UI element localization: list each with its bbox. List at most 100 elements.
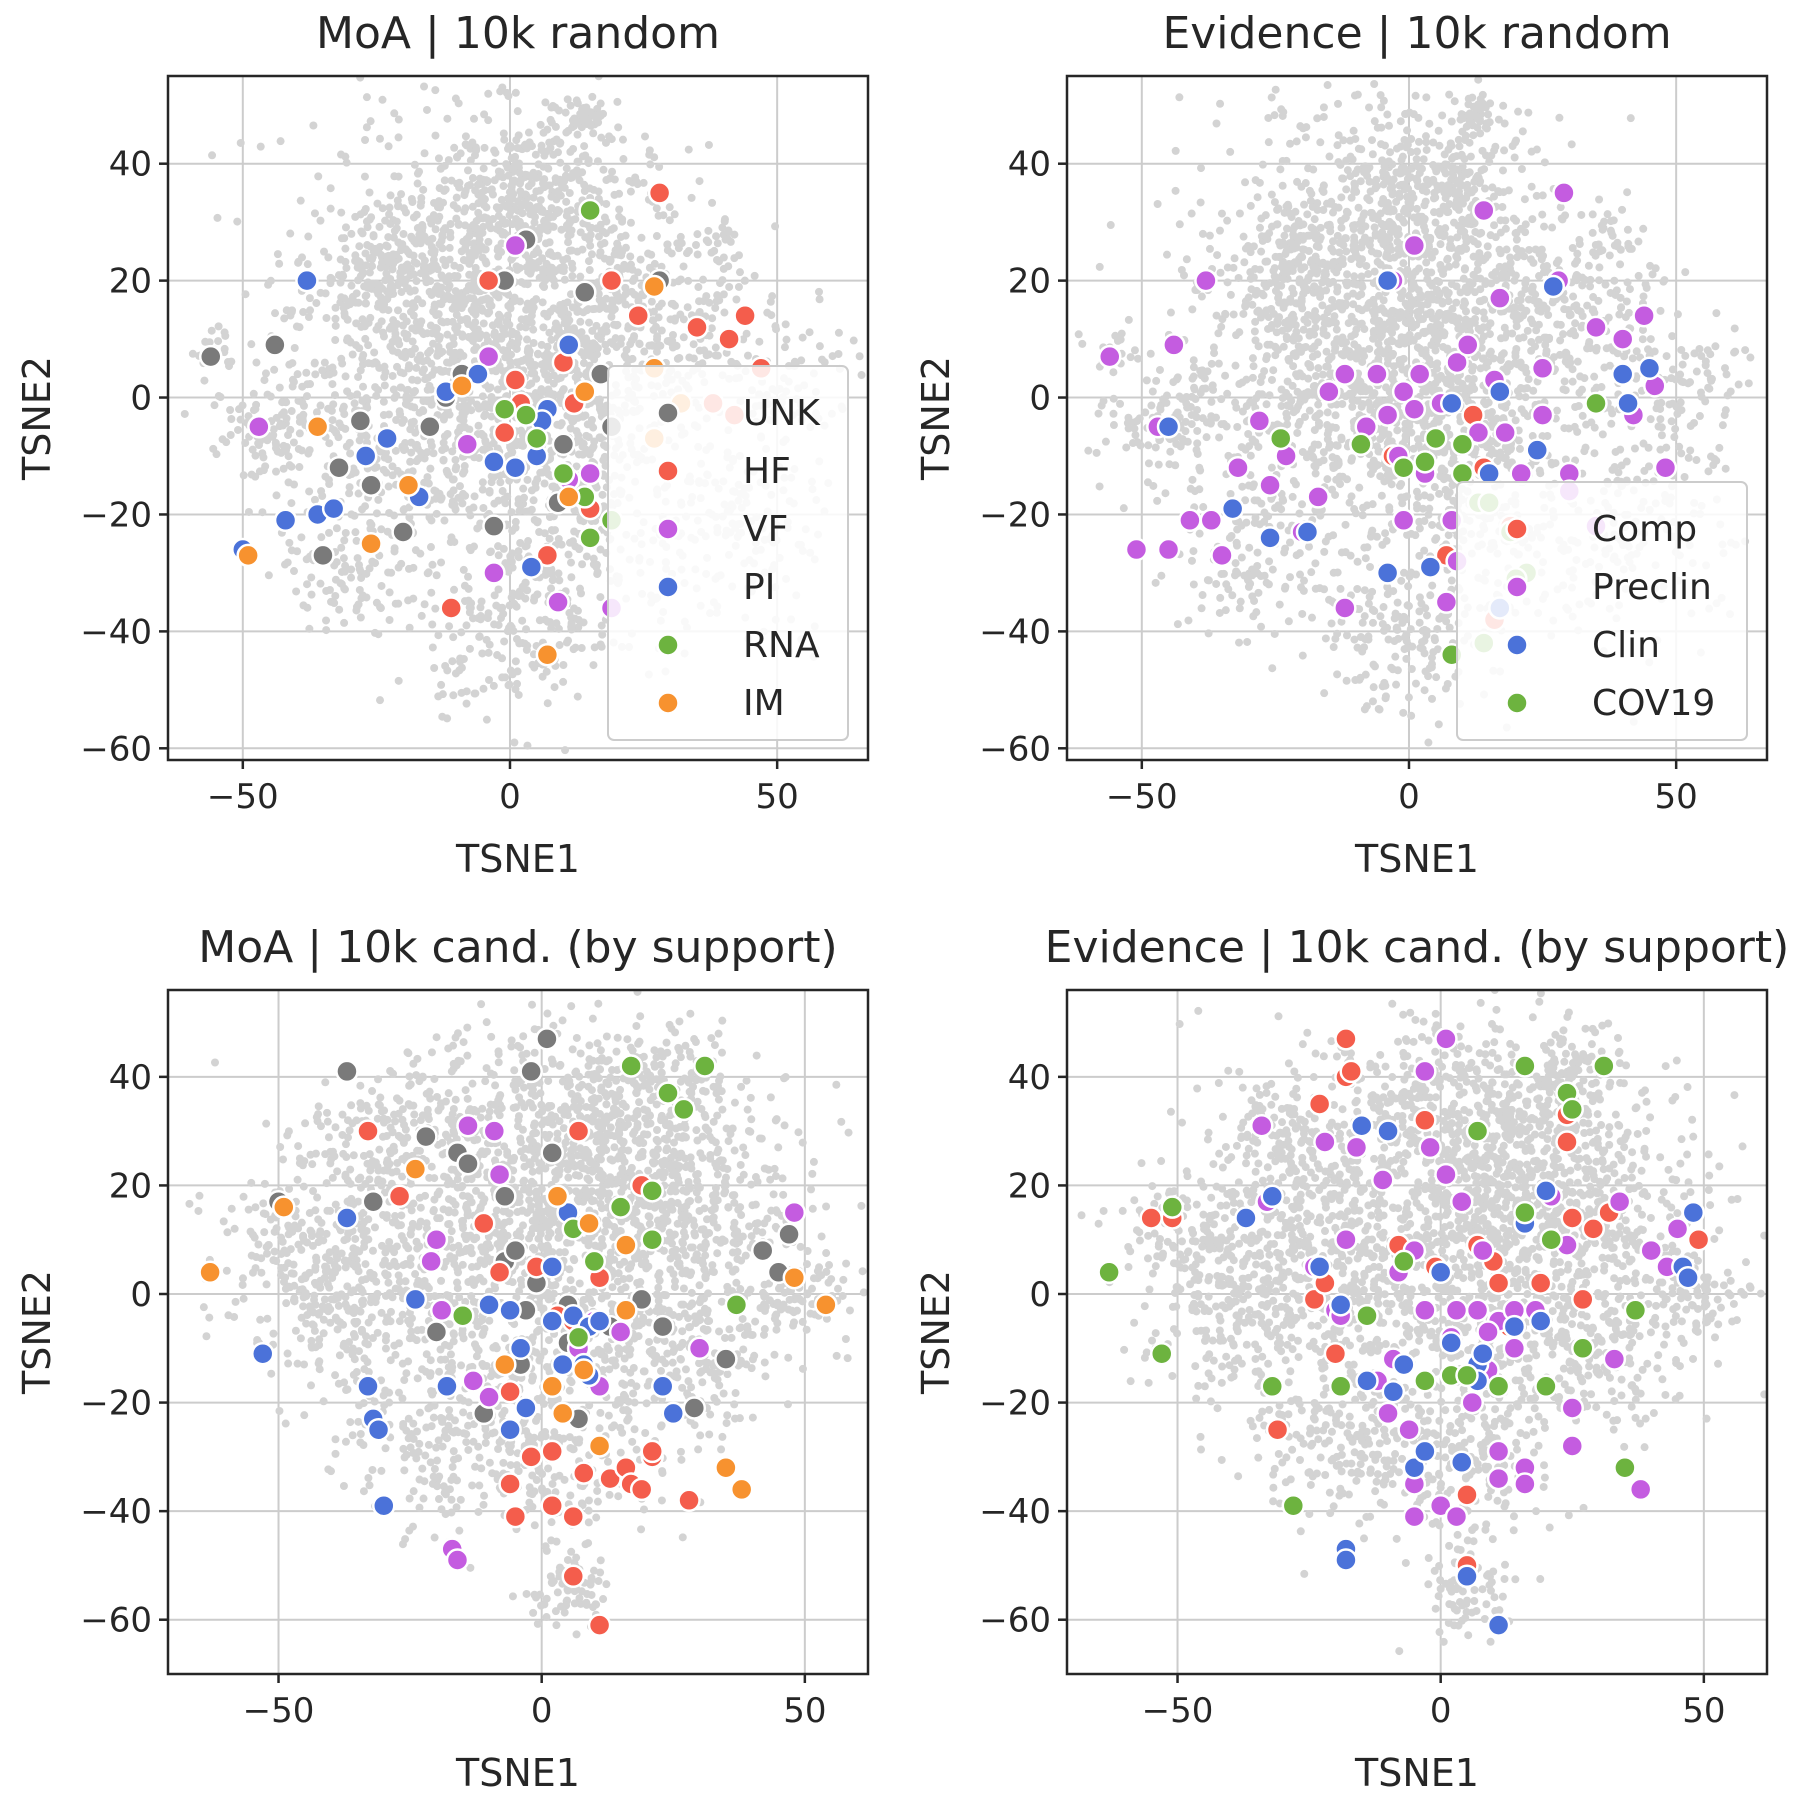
background-point [529, 297, 538, 306]
background-point [292, 587, 301, 596]
background-point [1443, 254, 1452, 263]
background-point [1673, 310, 1682, 319]
background-point [1333, 141, 1342, 150]
background-point [1189, 356, 1198, 365]
background-point [405, 394, 414, 403]
point-im [557, 485, 581, 509]
background-point [340, 234, 349, 243]
background-point [486, 186, 495, 195]
background-point [239, 471, 248, 480]
background-point [1310, 215, 1319, 224]
background-point [264, 571, 273, 580]
background-point [622, 354, 631, 363]
background-point [456, 414, 465, 423]
background-point [394, 115, 403, 124]
background-point [297, 446, 306, 455]
background-point [1347, 312, 1356, 321]
background-point [1316, 292, 1325, 301]
point-hf [599, 268, 624, 293]
background-point [180, 409, 189, 418]
background-point [261, 369, 270, 378]
background-point [332, 524, 341, 533]
background-point [1294, 217, 1303, 226]
background-point [426, 464, 435, 473]
background-point [380, 373, 389, 382]
background-point [280, 560, 289, 569]
background-point [385, 210, 394, 219]
background-point [535, 616, 544, 625]
background-point [269, 431, 278, 440]
background-point [588, 92, 597, 101]
background-point [730, 254, 739, 263]
background-point [1325, 152, 1334, 161]
background-point [251, 472, 260, 481]
background-point [1397, 62, 1405, 70]
legend-marker-unk [656, 401, 680, 425]
background-point [503, 311, 512, 320]
background-point [611, 334, 620, 343]
background-point [392, 320, 401, 329]
background-point [650, 259, 659, 268]
background-point [465, 232, 474, 241]
background-point [338, 405, 347, 414]
background-point [408, 198, 417, 207]
background-point [325, 439, 334, 448]
point-im [236, 543, 260, 568]
background-point [576, 272, 585, 281]
background-point [431, 131, 440, 140]
background-point [492, 203, 501, 212]
background-point [1342, 247, 1351, 256]
background-point [621, 290, 630, 299]
background-point [443, 330, 452, 339]
background-point [556, 158, 565, 167]
background-point [545, 534, 554, 543]
background-point [509, 329, 518, 338]
background-point [438, 712, 447, 721]
background-point [1343, 270, 1352, 279]
background-point [683, 303, 692, 312]
background-point [1400, 218, 1409, 227]
background-point [1577, 210, 1586, 219]
background-point [499, 346, 508, 355]
background-point [331, 303, 340, 312]
background-point [392, 224, 401, 233]
background-point [425, 215, 434, 224]
background-point [602, 199, 611, 208]
background-point [593, 568, 602, 577]
background-point [346, 391, 355, 400]
background-point [1223, 278, 1232, 287]
series-pi [231, 268, 581, 579]
background-point [387, 568, 396, 577]
background-point [337, 354, 346, 363]
background-point [449, 486, 458, 495]
background-point [1318, 301, 1327, 310]
background-point [457, 663, 466, 672]
background-point [328, 380, 337, 389]
background-point [579, 308, 588, 317]
background-point [522, 625, 531, 634]
background-point [560, 275, 569, 284]
background-point [575, 545, 584, 554]
background-point [592, 321, 601, 330]
background-point [529, 496, 538, 505]
background-point [330, 391, 339, 400]
background-point [547, 204, 556, 213]
background-point [557, 225, 566, 234]
background-point [483, 613, 492, 622]
background-point [541, 276, 550, 285]
background-point [411, 442, 420, 451]
background-point [468, 281, 477, 290]
background-point [299, 401, 308, 410]
background-point [1295, 417, 1304, 426]
point-hf [535, 543, 560, 568]
background-point [719, 253, 728, 262]
background-point [556, 421, 565, 430]
background-point [438, 347, 447, 356]
background-point [478, 478, 487, 487]
background-point [404, 596, 413, 605]
background-point [1379, 326, 1388, 335]
background-point [310, 359, 319, 368]
background-point [1286, 139, 1295, 148]
background-point [507, 154, 516, 163]
background-point [273, 250, 282, 259]
